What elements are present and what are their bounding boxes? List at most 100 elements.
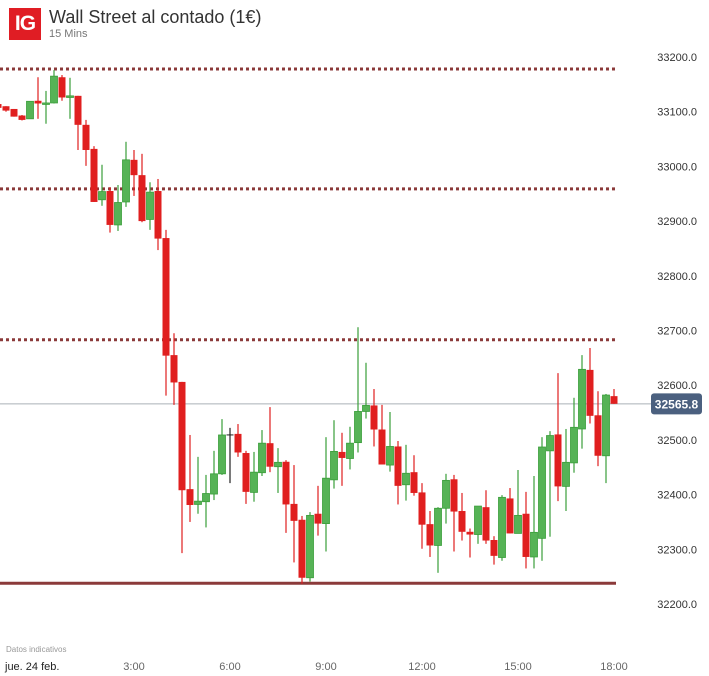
bullish-candle: [202, 493, 210, 503]
bullish-candle: [538, 446, 546, 539]
bearish-candle: [314, 513, 322, 524]
bearish-candle: [282, 461, 290, 505]
bearish-candle: [154, 191, 162, 239]
y-tick-label: 32700.0: [657, 326, 697, 338]
bearish-candle: [138, 175, 146, 222]
bullish-candle: [402, 472, 410, 486]
bullish-candle: [562, 461, 570, 487]
y-tick-label: 33000.0: [657, 161, 697, 173]
bearish-candle: [74, 95, 82, 125]
bullish-candle: [42, 102, 50, 105]
bearish-candle: [2, 106, 10, 111]
ig-logo: IG: [9, 8, 41, 40]
bullish-candle: [474, 505, 482, 535]
x-tick-label: 3:00: [123, 661, 144, 673]
bearish-candle: [394, 446, 402, 486]
x-tick-label: 9:00: [315, 661, 336, 673]
bullish-candle: [274, 461, 282, 468]
bearish-candle: [242, 453, 250, 492]
bearish-candle: [90, 148, 98, 202]
x-tick-label: 6:00: [219, 661, 240, 673]
bearish-candle: [594, 415, 602, 456]
y-tick-label: 32600.0: [657, 380, 697, 392]
bearish-candle: [338, 451, 346, 458]
bearish-candle: [170, 355, 178, 383]
bearish-candle: [162, 238, 170, 356]
bullish-candle: [386, 446, 394, 466]
y-tick-label: 32500.0: [657, 435, 697, 447]
current-price-label: 32565.8: [655, 397, 699, 411]
bearish-candle: [466, 531, 474, 535]
bearish-candle: [34, 100, 42, 104]
bullish-candle: [322, 477, 330, 524]
y-tick-label: 32400.0: [657, 490, 697, 502]
y-tick-label: 32300.0: [657, 544, 697, 556]
bullish-candle: [442, 479, 450, 509]
bearish-candle: [106, 191, 114, 225]
bearish-candle: [506, 498, 514, 534]
bullish-candle: [546, 435, 554, 452]
bearish-candle: [186, 489, 194, 505]
bearish-candle: [82, 124, 90, 150]
bullish-candle: [194, 500, 202, 505]
bearish-candle: [10, 108, 18, 117]
bullish-candle: [26, 100, 34, 120]
bullish-candle: [122, 159, 130, 203]
bullish-candle: [362, 405, 370, 412]
bearish-candle: [554, 434, 562, 487]
bullish-candle: [346, 442, 354, 459]
bearish-candle: [370, 405, 378, 430]
bullish-candle: [498, 496, 506, 558]
bullish-candle: [434, 507, 442, 546]
bullish-candle: [354, 411, 362, 444]
bullish-candle: [98, 191, 106, 201]
bearish-candle: [58, 77, 66, 98]
x-tick-label: 15:00: [504, 661, 532, 673]
bearish-candle: [298, 519, 306, 578]
bearish-candle: [378, 429, 386, 465]
current-price-tag: [651, 393, 702, 415]
bearish-candle: [482, 507, 490, 541]
bullish-candle: [330, 450, 338, 481]
bullish-candle: [114, 202, 122, 226]
bearish-candle: [290, 503, 298, 521]
interval-label: 15 Mins: [49, 28, 88, 40]
y-tick-label: 32200.0: [657, 599, 697, 611]
bullish-candle: [578, 368, 586, 430]
bullish-candle: [218, 434, 226, 475]
y-tick-label: 33100.0: [657, 107, 697, 119]
bearish-candle: [410, 472, 418, 493]
instrument-title: Wall Street al contado (1€): [49, 7, 262, 27]
doji-candle: [226, 434, 234, 436]
y-tick-label: 32800.0: [657, 271, 697, 283]
bearish-candle: [18, 115, 26, 120]
bearish-candle: [450, 479, 458, 512]
bearish-candle: [418, 492, 426, 525]
bullish-candle: [258, 442, 266, 474]
bullish-candle: [530, 531, 538, 558]
bullish-candle: [602, 394, 610, 457]
x-tick-label: 18:00: [600, 661, 628, 673]
bullish-candle: [514, 514, 522, 534]
bearish-candle: [234, 433, 242, 453]
bearish-candle: [522, 513, 530, 557]
bullish-candle: [146, 191, 154, 220]
x-tick-label: jue. 24 feb.: [4, 661, 59, 673]
bearish-candle: [178, 381, 186, 491]
bearish-candle: [490, 540, 498, 556]
bearish-candle: [130, 159, 138, 176]
bullish-candle: [306, 514, 314, 579]
bearish-candle: [610, 396, 618, 404]
bullish-candle: [250, 471, 258, 493]
y-tick-label: 32900.0: [657, 216, 697, 228]
bearish-candle: [266, 443, 274, 467]
indicative-data-note: Datos indicativos: [6, 645, 67, 654]
x-tick-label: 12:00: [408, 661, 436, 673]
bearish-candle: [458, 511, 466, 532]
bearish-candle: [586, 369, 594, 416]
bullish-candle: [50, 75, 58, 104]
y-tick-label: 33200.0: [657, 52, 697, 64]
bullish-candle: [66, 95, 74, 98]
bullish-candle: [570, 426, 578, 464]
